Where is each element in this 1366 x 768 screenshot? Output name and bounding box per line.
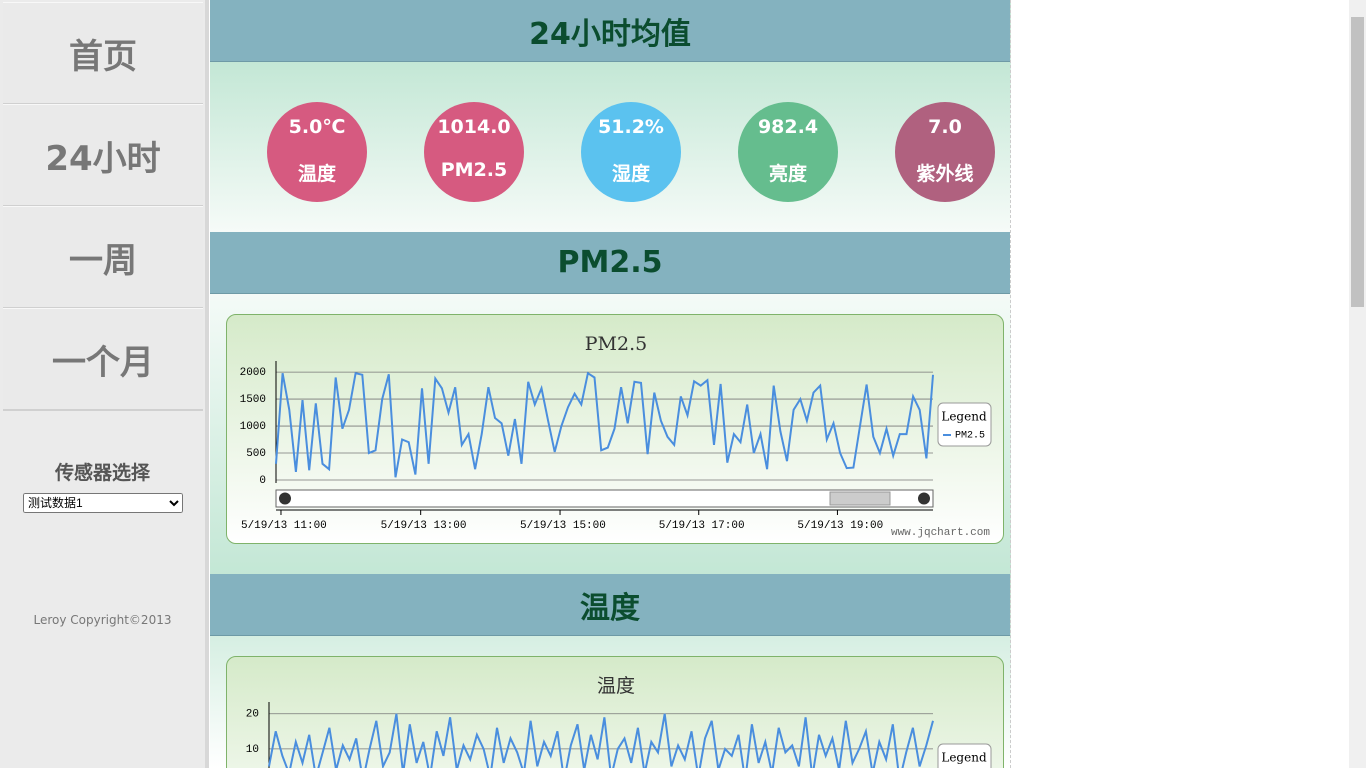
scroller — [275, 489, 934, 508]
y-tick-label: 10 — [246, 744, 259, 756]
sidebar: 首页 24小时 一周 一个月 传感器选择 测试数据1 Leroy Copyrig… — [0, 0, 209, 768]
stat-label: 亮度 — [768, 163, 807, 185]
x-tick-label: 5/19/13 13:00 — [381, 520, 467, 532]
stat-label: 湿度 — [611, 163, 650, 185]
stat-value: 5.0℃ — [288, 116, 346, 138]
scroll-right — [918, 492, 930, 505]
legend-box — [937, 402, 992, 447]
scroller-thumb — [829, 491, 891, 506]
legend-label: PM2.5 — [955, 431, 985, 442]
nav-month[interactable]: 一个月 — [3, 308, 203, 411]
copyright: Leroy Copyright©2013 — [33, 613, 172, 627]
chart: 温度01020Legend温度 — [246, 675, 992, 768]
legend-title: Legend — [941, 751, 987, 765]
stat-value: 51.2% — [598, 116, 664, 138]
chart: PM2.5 0 500 1000 1500 2000 Legend PM2.5 5/19/13 … — [240, 333, 992, 539]
section-title: 24小时均值 — [210, 0, 1010, 62]
sensor-label: 传感器选择 — [54, 462, 150, 484]
stat-circle: 1014.0 PM2.5 — [424, 102, 524, 202]
y-tick-label: 500 — [246, 448, 266, 460]
scrollbar[interactable] — [1349, 0, 1366, 768]
watermark: www.jqchart.com — [891, 527, 990, 539]
stat-circle: 7.0 紫外线 — [895, 102, 995, 202]
nav-24h[interactable]: 24小时 — [3, 104, 203, 207]
x-tick-label: 5/19/13 17:00 — [659, 520, 745, 532]
stat-value: 7.0 — [928, 116, 962, 138]
line — [275, 371, 934, 478]
y-tick-label: 2000 — [240, 367, 266, 379]
x-tick-label: 5/19/13 11:00 — [241, 520, 327, 532]
stat-circle: 51.2% 湿度 — [581, 102, 681, 202]
y-tick-label: 1500 — [240, 394, 266, 406]
y-tick-label: 1000 — [240, 421, 266, 433]
x-tick-label: 5/19/13 19:00 — [797, 520, 883, 532]
y-tick-label: 0 — [259, 475, 266, 487]
chart-box: PM2.5 0 500 1000 1500 2000 Legend PM2.5 5/19/13 … — [226, 314, 1004, 544]
nav-home[interactable]: 首页 — [3, 2, 203, 105]
stat-circle: 5.0℃ 温度 — [267, 102, 367, 202]
stat-circle: 982.4 亮度 — [738, 102, 838, 202]
chart-title: 温度 — [597, 675, 635, 697]
line — [268, 713, 934, 768]
scroll-left — [279, 492, 291, 505]
scroll-thumb[interactable] — [1351, 17, 1364, 307]
stat-value: 982.4 — [757, 116, 819, 138]
legend-box — [937, 743, 992, 768]
chart-title: PM2.5 — [585, 333, 647, 355]
y-tick-label: 20 — [246, 709, 259, 721]
stat-label: PM2.5 — [440, 159, 508, 181]
section-title: PM2.5 — [210, 232, 1010, 294]
chart-box: 温度01020Legend温度 — [226, 656, 1004, 768]
x-tick-label: 5/19/13 15:00 — [520, 520, 606, 532]
stat-label: 紫外线 — [916, 163, 974, 185]
main: 24小时均值 PM2.5 PM2.5 0 500 1000 1500 2000 Legend… — [210, 0, 1011, 768]
stat-value: 1014.0 — [437, 116, 511, 138]
nav-week[interactable]: 一周 — [3, 206, 203, 309]
stat-label: 温度 — [297, 163, 336, 185]
sensor-select[interactable]: 测试数据1 — [23, 493, 183, 513]
section-title: 温度 — [210, 574, 1010, 636]
legend-title: Legend — [941, 410, 987, 424]
